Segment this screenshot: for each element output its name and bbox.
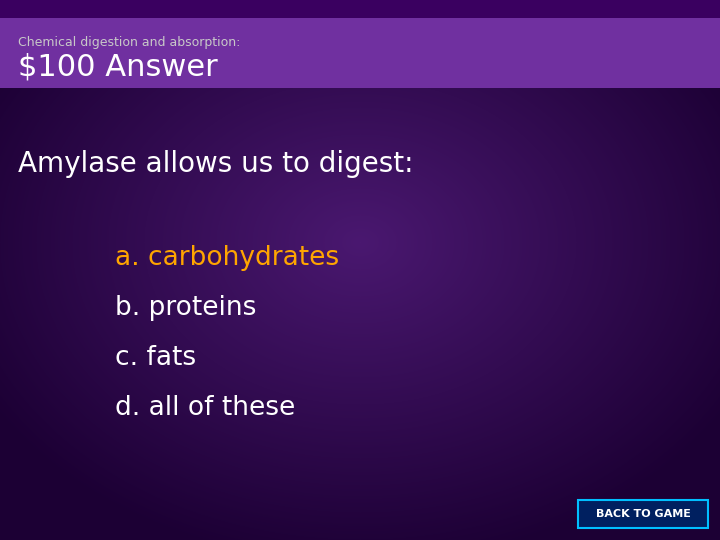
Text: $100 Answer: $100 Answer — [18, 52, 217, 81]
Text: a. carbohydrates: a. carbohydrates — [115, 245, 339, 271]
Text: b. proteins: b. proteins — [115, 295, 256, 321]
Text: BACK TO GAME: BACK TO GAME — [595, 509, 690, 519]
Text: c. fats: c. fats — [115, 345, 196, 371]
Bar — [0, 18, 720, 88]
Text: d. all of these: d. all of these — [115, 395, 295, 421]
Text: Chemical digestion and absorption:: Chemical digestion and absorption: — [18, 36, 240, 49]
Bar — [0, 0, 720, 18]
Text: Amylase allows us to digest:: Amylase allows us to digest: — [18, 150, 413, 178]
Bar — [578, 500, 708, 528]
